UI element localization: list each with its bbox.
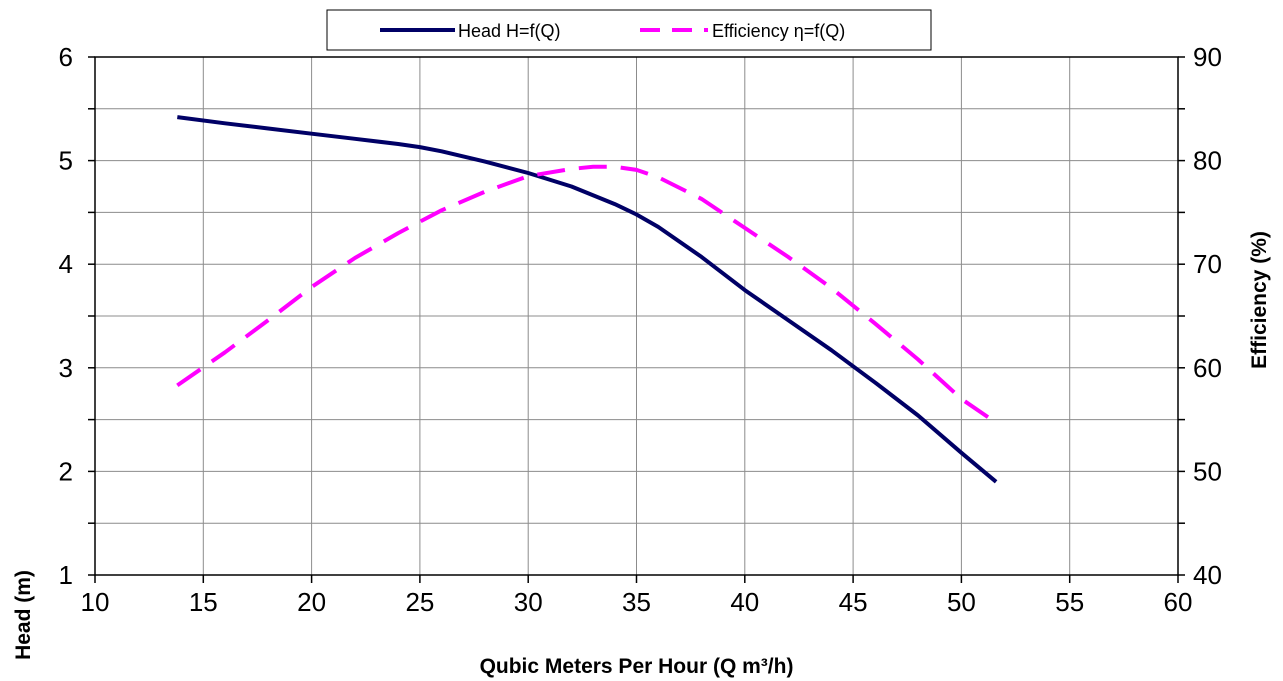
y-axis-title: Head (m)	[12, 570, 35, 660]
grid	[95, 57, 1178, 575]
x-tick-label: 30	[514, 587, 543, 617]
y2-tick-label: 50	[1193, 456, 1222, 486]
y-tick-label: 5	[59, 146, 73, 176]
legend-label-efficiency: Efficiency η=f(Q)	[712, 21, 845, 41]
x-tick-label: 40	[730, 587, 759, 617]
y2-tick-label: 80	[1193, 146, 1222, 176]
x-axis-title: Qubic Meters Per Hour (Q m³/h)	[480, 655, 794, 678]
y-tick-label: 3	[59, 353, 73, 383]
x-tick-label: 60	[1164, 587, 1193, 617]
legend: Head H=f(Q) Efficiency η=f(Q)	[326, 9, 932, 51]
y-tick-label: 2	[59, 456, 73, 486]
series-line-efficiency	[176, 164, 998, 425]
x-tick-label: 10	[81, 587, 110, 617]
series-layer	[176, 115, 998, 484]
tick-marks	[88, 56, 1185, 583]
x-tick-label: 35	[622, 587, 651, 617]
x-tick-label: 50	[947, 587, 976, 617]
x-tick-label: 55	[1055, 587, 1084, 617]
y2-tick-label: 70	[1193, 249, 1222, 279]
x-tick-label: 15	[189, 587, 218, 617]
x-tick-label: 45	[839, 587, 868, 617]
y-tick-label: 1	[59, 560, 73, 590]
y2-tick-label: 40	[1193, 560, 1222, 590]
x-tick-label: 20	[297, 587, 326, 617]
x-tick-label: 25	[405, 587, 434, 617]
y2-tick-label: 90	[1193, 42, 1222, 72]
series-line-head	[177, 115, 998, 484]
y-tick-label: 6	[59, 42, 73, 72]
y-tick-label: 4	[59, 249, 73, 279]
y2-axis-title: Efficiency (%)	[1248, 231, 1271, 369]
y2-tick-label: 60	[1193, 353, 1222, 383]
legend-label-head: Head H=f(Q)	[458, 21, 561, 41]
